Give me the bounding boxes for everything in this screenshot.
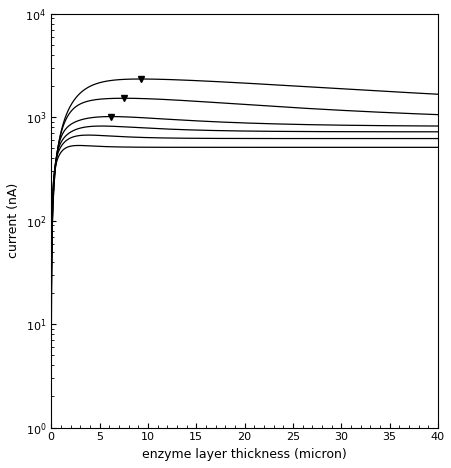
- Y-axis label: current (nA): current (nA): [7, 183, 20, 258]
- X-axis label: enzyme layer thickness (micron): enzyme layer thickness (micron): [142, 448, 346, 461]
